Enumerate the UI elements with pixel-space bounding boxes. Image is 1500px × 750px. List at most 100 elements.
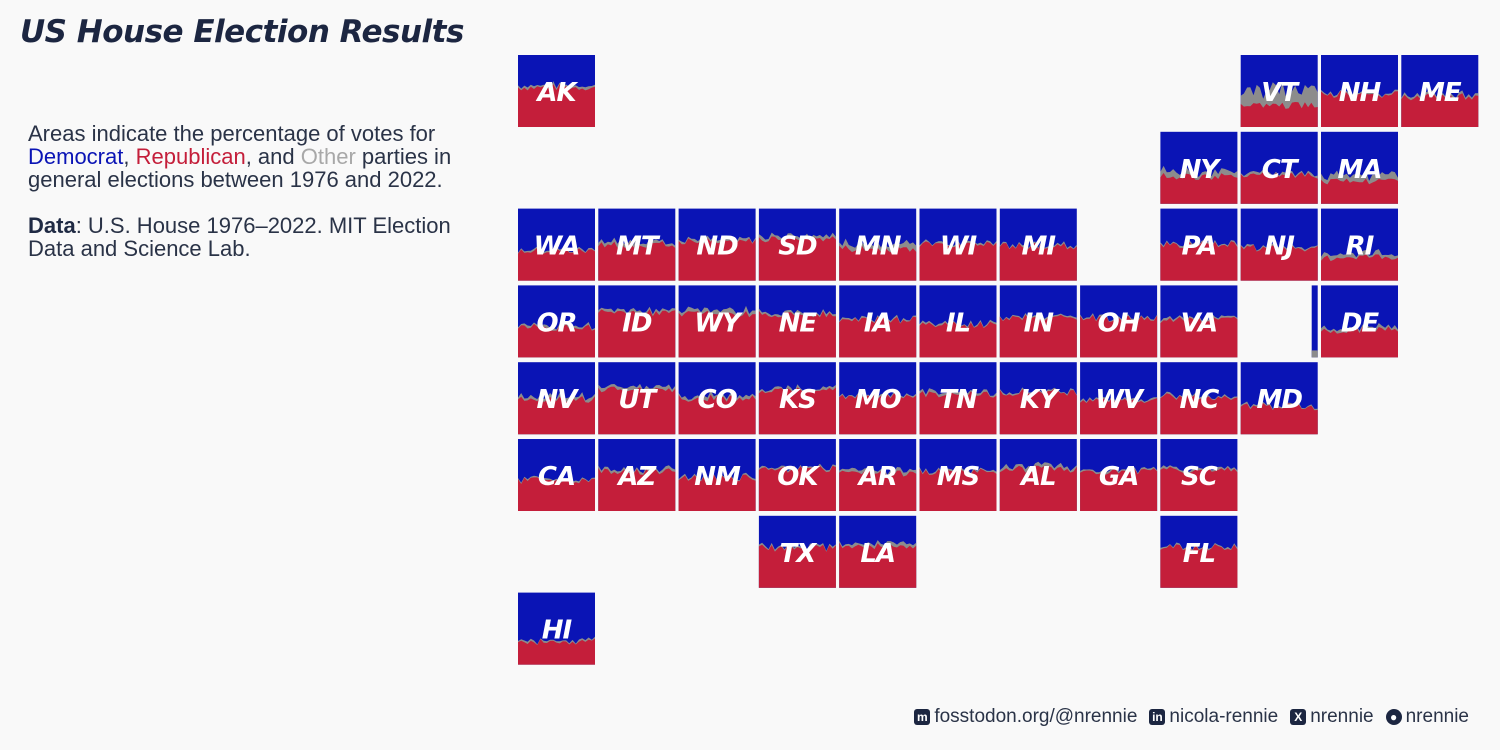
footer-github-text: nrennie bbox=[1405, 706, 1469, 727]
state-label: VA bbox=[1181, 308, 1217, 338]
republican-area bbox=[1080, 315, 1158, 358]
republican-area bbox=[518, 477, 595, 511]
republican-area bbox=[1160, 544, 1238, 588]
republican-area bbox=[758, 387, 836, 435]
state-label: MT bbox=[616, 232, 661, 262]
state-tile-wy: WY bbox=[678, 285, 756, 358]
state-label: ND bbox=[696, 232, 738, 262]
republican-area bbox=[678, 238, 756, 281]
state-label: CA bbox=[538, 462, 575, 492]
state-tile-mn: MN bbox=[839, 208, 917, 281]
state-label: AL bbox=[1019, 462, 1056, 492]
state-tile-al: AL bbox=[999, 439, 1077, 511]
republican-area bbox=[839, 393, 917, 435]
state-tile-va: VA bbox=[1160, 285, 1238, 358]
state-tile-nm: NM bbox=[678, 439, 756, 511]
state-label: NY bbox=[1180, 155, 1223, 185]
state-label: WA bbox=[534, 232, 580, 262]
state-label: NC bbox=[1179, 385, 1219, 415]
chart-description: Areas indicate the percentage of votes f… bbox=[28, 122, 468, 283]
state-label: OH bbox=[1098, 308, 1141, 338]
republican-area bbox=[999, 242, 1077, 281]
state-tile-ak: AK bbox=[518, 55, 595, 127]
state-tile-nj: NJ bbox=[1240, 208, 1318, 281]
state-tile-ny: NY bbox=[1160, 131, 1238, 204]
state-label: AR bbox=[857, 462, 897, 492]
republican-area bbox=[518, 396, 595, 435]
state-tile-id: ID bbox=[598, 285, 676, 358]
footer-linkedin[interactable]: in nicola-rennie bbox=[1149, 706, 1278, 728]
democrat-area bbox=[1311, 285, 1318, 358]
x-icon: X bbox=[1290, 709, 1307, 725]
state-label: NV bbox=[537, 385, 580, 415]
state-tile-or: OR bbox=[518, 285, 595, 358]
state-label: IL bbox=[946, 308, 970, 338]
github-icon: ● bbox=[1385, 709, 1402, 725]
republican-area bbox=[518, 84, 595, 127]
republican-area bbox=[598, 468, 676, 511]
state-label: MA bbox=[1338, 155, 1382, 185]
state-label: WV bbox=[1095, 385, 1145, 415]
state-tile-tx: TX bbox=[758, 515, 836, 588]
state-tile-nh: NH bbox=[1321, 55, 1398, 127]
footer-linkedin-text: nicola-rennie bbox=[1169, 706, 1279, 727]
footer-x-text: nrennie bbox=[1310, 706, 1374, 727]
republican-area bbox=[1240, 403, 1318, 435]
republican-area bbox=[758, 465, 836, 511]
republican-area bbox=[678, 394, 756, 435]
state-label: GA bbox=[1099, 462, 1138, 492]
state-tile-pa: PA bbox=[1160, 208, 1238, 281]
republican-area bbox=[1160, 241, 1238, 281]
state-label: MS bbox=[937, 462, 980, 492]
state-tile-hi: HI bbox=[518, 592, 595, 665]
state-tile-mt: MT bbox=[598, 208, 676, 281]
data-source-text: : U.S. House 1976–2022. MIT Election Dat… bbox=[28, 213, 451, 261]
republican-area bbox=[839, 316, 917, 358]
state-label: ID bbox=[622, 308, 652, 338]
footer-mastodon[interactable]: m fosstodon.org/@nrennie bbox=[914, 706, 1137, 728]
state-label: AK bbox=[535, 78, 578, 108]
republican-area bbox=[1160, 466, 1238, 511]
state-tile-wi: WI bbox=[919, 208, 997, 281]
state-tile-mo: MO bbox=[839, 362, 917, 435]
republican-area bbox=[1080, 468, 1158, 511]
republican-area bbox=[919, 321, 997, 358]
republican-area bbox=[598, 309, 676, 358]
state-label: FL bbox=[1183, 539, 1215, 569]
republican-area bbox=[518, 323, 595, 358]
republican-area bbox=[1160, 173, 1238, 204]
republican-area bbox=[999, 465, 1077, 511]
legend-other: Other bbox=[300, 144, 356, 169]
state-label: WY bbox=[694, 308, 744, 338]
state-label: VT bbox=[1261, 78, 1300, 108]
republican-area bbox=[1321, 178, 1398, 204]
state-tile-wv: WV bbox=[1080, 362, 1158, 435]
state-label: TN bbox=[939, 385, 978, 415]
state-tile-sd: SD bbox=[758, 208, 836, 281]
republican-area bbox=[678, 474, 756, 511]
state-label: IN bbox=[1024, 308, 1055, 338]
state-label: NE bbox=[779, 308, 818, 338]
state-tile-nd: ND bbox=[678, 208, 756, 281]
state-tile-ky: KY bbox=[999, 362, 1077, 435]
state-tile-ct: CT bbox=[1240, 131, 1318, 204]
state-label: SD bbox=[778, 232, 817, 262]
republican-area bbox=[919, 391, 997, 435]
republican-area bbox=[518, 638, 595, 665]
mastodon-icon: m bbox=[914, 709, 931, 725]
footer-credits: m fosstodon.org/@nrennie in nicola-renni… bbox=[914, 706, 1469, 728]
state-label: DE bbox=[1341, 308, 1380, 338]
republican-area bbox=[919, 468, 997, 511]
footer-github[interactable]: ● nrennie bbox=[1385, 706, 1469, 728]
description-separator: , bbox=[123, 144, 130, 169]
state-tile-ga: GA bbox=[1080, 439, 1158, 511]
state-label: HI bbox=[542, 616, 573, 646]
state-tile-ca: CA bbox=[518, 439, 595, 511]
description-paragraph: Areas indicate the percentage of votes f… bbox=[28, 122, 468, 191]
footer-x[interactable]: X nrennie bbox=[1290, 706, 1374, 728]
state-tile-ma: MA bbox=[1321, 131, 1398, 204]
republican-area bbox=[1080, 396, 1158, 435]
state-tile-fl: FL bbox=[1160, 515, 1238, 588]
republican-area bbox=[999, 389, 1077, 435]
state-tile-il: IL bbox=[919, 285, 997, 358]
